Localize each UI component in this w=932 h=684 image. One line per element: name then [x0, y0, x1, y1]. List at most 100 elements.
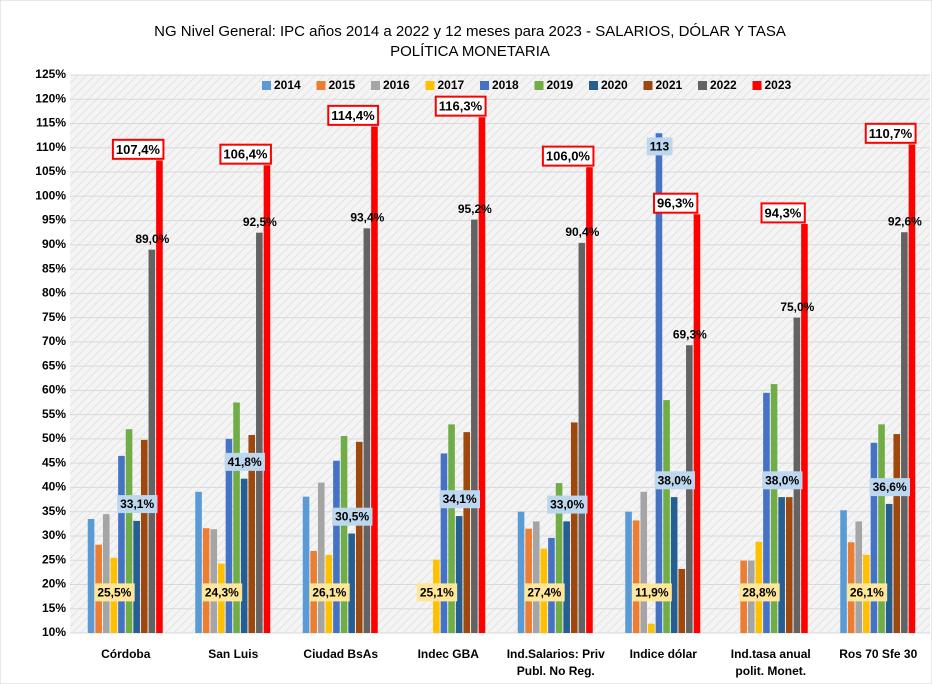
legend-swatch	[316, 81, 326, 90]
bar	[233, 402, 240, 633]
bar	[156, 160, 163, 633]
data-label: 90,4%	[565, 225, 599, 239]
bar	[140, 439, 148, 633]
bar	[763, 392, 770, 633]
bar	[678, 568, 686, 633]
data-label: 34,1%	[443, 492, 477, 506]
legend-label: 2018	[492, 78, 519, 92]
data-label: 38,0%	[658, 473, 692, 487]
data-label-bg	[434, 95, 487, 117]
data-label-bg	[416, 583, 458, 602]
y-tick-label: 70%	[42, 334, 66, 348]
y-tick-label: 45%	[42, 455, 66, 469]
y-tick-label: 60%	[42, 383, 66, 397]
data-label: 25,5%	[97, 585, 131, 599]
y-tick-label: 40%	[42, 480, 66, 494]
y-tick-label: 115%	[36, 116, 66, 130]
legend-label: 2021	[656, 78, 683, 92]
data-label-bg	[332, 507, 373, 526]
bar	[578, 242, 586, 633]
data-label: 107,4%	[116, 142, 161, 157]
data-label: 95,2%	[458, 202, 492, 216]
x-tick-label: Indice dólar	[630, 647, 698, 661]
y-tick-label: 90%	[42, 237, 66, 251]
data-label-bg	[224, 452, 265, 471]
bar	[693, 214, 701, 633]
bar	[210, 529, 218, 633]
data-label-bg	[117, 495, 158, 514]
bar	[878, 424, 885, 633]
legend-label: 2014	[274, 78, 301, 92]
bar	[586, 167, 593, 634]
data-label: 93,4%	[350, 211, 384, 225]
y-tick-label: 100%	[35, 188, 66, 202]
x-tick-label: Ciudad BsAs	[303, 647, 378, 661]
bar	[348, 533, 355, 633]
data-label: 26,1%	[312, 585, 346, 599]
legend-label: 2020	[601, 78, 628, 92]
bar	[532, 521, 540, 633]
y-tick-label: 65%	[42, 358, 66, 372]
legend-swatch	[752, 81, 762, 90]
bar	[908, 144, 916, 633]
data-label-bg	[541, 145, 595, 167]
data-label: 28,8%	[742, 585, 776, 599]
y-tick-label: 110%	[36, 140, 66, 154]
data-label: 106,0%	[546, 149, 591, 164]
y-tick-label: 25%	[42, 552, 66, 566]
bar	[655, 133, 663, 634]
data-label: 69,3%	[673, 327, 707, 341]
bar	[455, 516, 463, 633]
y-tick-label: 125%	[35, 67, 66, 81]
bar	[133, 520, 140, 633]
x-tick-label: Indec GBA	[418, 647, 480, 661]
chart-title: NG Nivel General: IPC años 2014 a 2022 y…	[154, 23, 786, 60]
y-tick-label: 10%	[42, 625, 66, 639]
bar	[570, 422, 578, 633]
data-label-bg	[646, 137, 673, 156]
bar	[855, 521, 863, 633]
bar	[248, 435, 256, 633]
data-label-bg	[201, 583, 243, 602]
bar	[317, 482, 325, 633]
bar	[240, 478, 248, 633]
bar	[801, 223, 808, 634]
legend-label: 2023	[765, 78, 792, 92]
data-label: 92,5%	[243, 215, 277, 229]
bar	[333, 460, 340, 633]
data-label-bg	[111, 138, 165, 160]
bar	[563, 521, 570, 633]
y-tick-label: 80%	[42, 286, 66, 300]
legend-label: 2016	[383, 78, 410, 92]
bar	[371, 126, 378, 633]
data-label: 27,4%	[527, 585, 561, 599]
y-tick-label: 30%	[42, 528, 66, 542]
data-label: 94,3%	[765, 205, 802, 220]
legend-label: 2019	[547, 78, 574, 92]
bar	[302, 496, 310, 633]
bar	[125, 429, 133, 633]
data-label-bg	[524, 583, 565, 602]
legend-swatch	[425, 81, 435, 90]
bar	[893, 434, 901, 633]
bar	[901, 232, 908, 633]
data-label-bg	[869, 478, 910, 497]
data-label: 41,8%	[228, 455, 262, 469]
bar	[448, 424, 455, 633]
bar	[363, 228, 371, 634]
data-label: 26,1%	[850, 585, 884, 599]
legend-swatch	[698, 81, 707, 90]
y-tick-label: 75%	[42, 310, 66, 324]
legend-label: 2015	[329, 78, 356, 92]
y-tick-label: 120%	[35, 91, 66, 105]
data-label-bg	[219, 143, 272, 165]
legend-label: 2017	[438, 78, 465, 92]
data-label: 33,0%	[550, 498, 584, 512]
bar	[340, 436, 348, 633]
bar	[195, 491, 202, 633]
data-label-bg	[864, 122, 917, 144]
legend-swatch	[262, 81, 271, 90]
bar	[785, 497, 793, 633]
bar	[102, 514, 110, 633]
x-tick-label: Ind.Salarios: Priv Publ. No Reg.	[507, 647, 605, 678]
